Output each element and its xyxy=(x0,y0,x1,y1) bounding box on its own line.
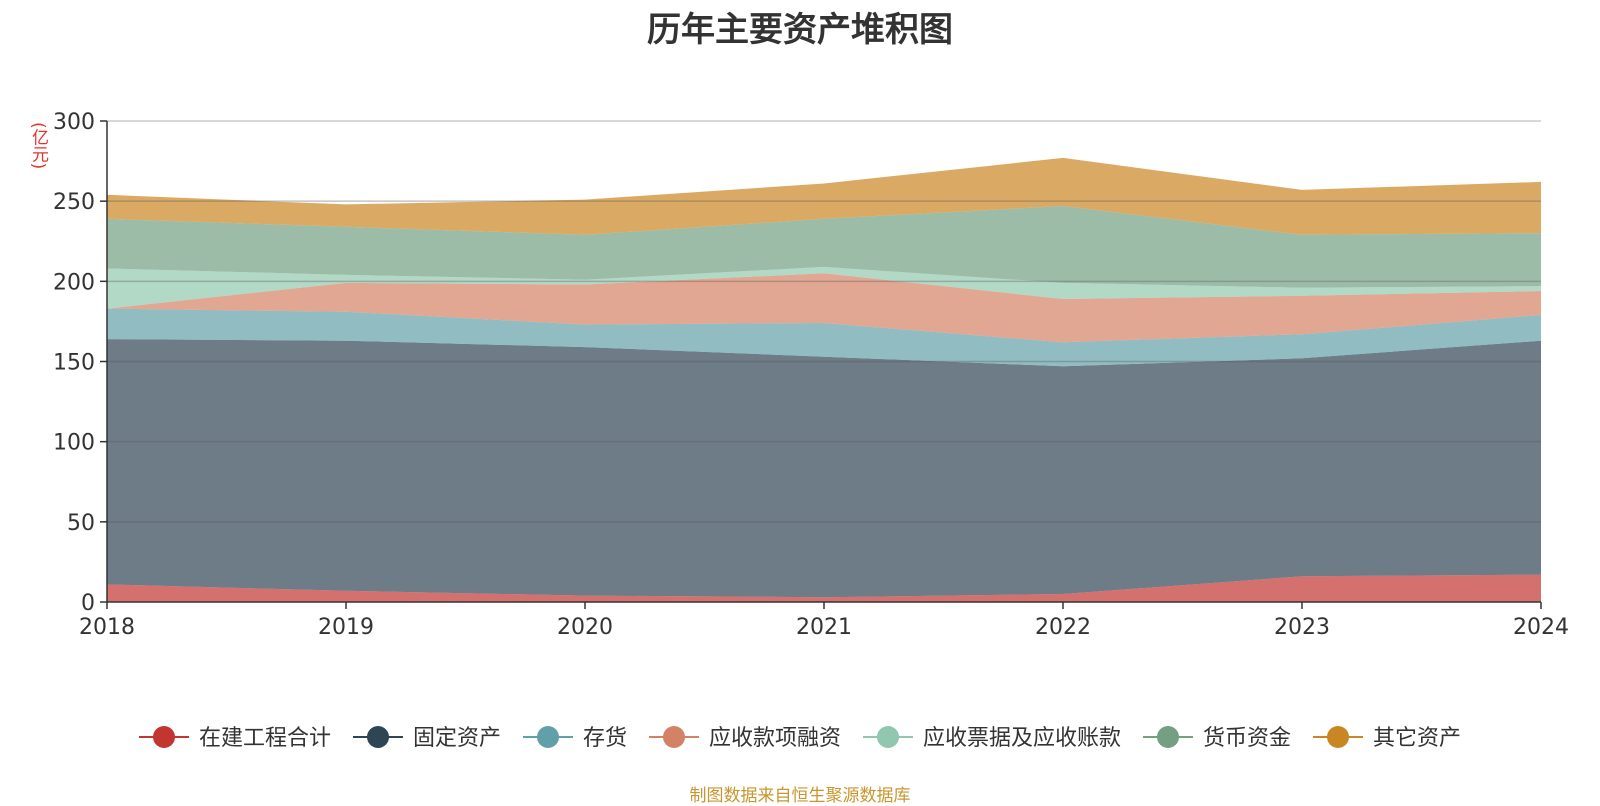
area-layers xyxy=(107,157,1541,602)
x-tick-label: 2024 xyxy=(1513,615,1569,640)
area-series-0 xyxy=(107,574,1541,602)
legend-marker xyxy=(663,726,685,748)
legend-marker xyxy=(1157,726,1179,748)
area-series-6 xyxy=(107,157,1541,235)
x-tick-label: 2018 xyxy=(79,615,135,640)
area-series-5 xyxy=(107,206,1541,288)
y-tick-label: 100 xyxy=(53,431,95,456)
legend-item[interactable]: 货币资金 xyxy=(1143,726,1291,751)
y-tick-label: 0 xyxy=(81,591,95,616)
legend-marker xyxy=(153,726,175,748)
legend-label: 固定资产 xyxy=(413,726,501,751)
legend-item[interactable]: 固定资产 xyxy=(353,726,501,751)
legend-marker xyxy=(877,726,899,748)
x-tick-label: 2021 xyxy=(796,615,852,640)
legend: 在建工程合计 固定资产 存货 应收款项融资 应收票据及应收账款 货币资金 其它资产 xyxy=(139,726,1461,751)
x-tick-label: 2022 xyxy=(1035,615,1091,640)
legend-item[interactable]: 其它资产 xyxy=(1313,726,1461,751)
y-tick-label: 200 xyxy=(53,270,95,295)
legend-label: 应收票据及应收账款 xyxy=(923,726,1121,751)
y-tick-label: 250 xyxy=(53,190,95,215)
legend-label: 存货 xyxy=(583,726,627,751)
y-axis-unit-label: (亿元) xyxy=(28,122,48,170)
area-series-2 xyxy=(107,308,1541,367)
grid-lines xyxy=(107,120,1541,523)
y-tick-label: 300 xyxy=(53,110,95,135)
legend-label: 其它资产 xyxy=(1373,726,1461,751)
area-series-4 xyxy=(107,266,1541,309)
chart-title: 历年主要资产堆积图 xyxy=(647,10,953,50)
legend-label: 应收款项融资 xyxy=(709,726,841,751)
legend-label: 在建工程合计 xyxy=(199,726,331,751)
legend-label: 货币资金 xyxy=(1203,726,1291,751)
legend-item[interactable]: 在建工程合计 xyxy=(139,726,331,751)
area-series-1 xyxy=(107,339,1541,598)
legend-item[interactable]: 应收票据及应收账款 xyxy=(863,726,1121,751)
y-tick-label: 50 xyxy=(67,511,95,536)
legend-marker xyxy=(367,726,389,748)
legend-marker xyxy=(537,726,559,748)
area-series-3 xyxy=(107,273,1541,343)
y-tick-label: 150 xyxy=(53,351,95,376)
legend-marker xyxy=(1327,726,1349,748)
x-tick-label: 2020 xyxy=(557,615,613,640)
legend-item[interactable]: 存货 xyxy=(523,726,627,751)
x-tick-label: 2023 xyxy=(1274,615,1330,640)
legend-item[interactable]: 应收款项融资 xyxy=(649,726,841,751)
x-tick-label: 2019 xyxy=(318,615,374,640)
data-source-note: 制图数据来自恒生聚源数据库 xyxy=(689,786,911,806)
